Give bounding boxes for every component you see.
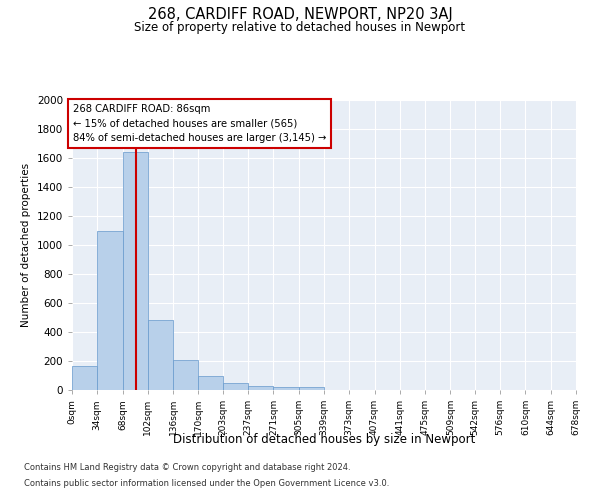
Text: Contains public sector information licensed under the Open Government Licence v3: Contains public sector information licen… (24, 478, 389, 488)
Bar (248, 386, 274, 390)
Bar (72, 366, 97, 390)
Bar (199, 376, 223, 390)
Y-axis label: Number of detached properties: Number of detached properties (21, 163, 31, 327)
Bar (299, 387, 324, 390)
Bar (148, 320, 173, 390)
Text: 268 CARDIFF ROAD: 86sqm
← 15% of detached houses are smaller (565)
84% of semi-d: 268 CARDIFF ROAD: 86sqm ← 15% of detache… (73, 104, 326, 143)
Bar (97, 230, 122, 390)
Bar (223, 384, 248, 390)
Text: Size of property relative to detached houses in Newport: Size of property relative to detached ho… (134, 21, 466, 34)
Bar (274, 387, 299, 390)
Text: 268, CARDIFF ROAD, NEWPORT, NP20 3AJ: 268, CARDIFF ROAD, NEWPORT, NP20 3AJ (148, 8, 452, 22)
Text: Contains HM Land Registry data © Crown copyright and database right 2024.: Contains HM Land Registry data © Crown c… (24, 464, 350, 472)
Text: Distribution of detached houses by size in Newport: Distribution of detached houses by size … (173, 432, 475, 446)
Bar (122, 152, 148, 390)
Bar (173, 360, 199, 390)
